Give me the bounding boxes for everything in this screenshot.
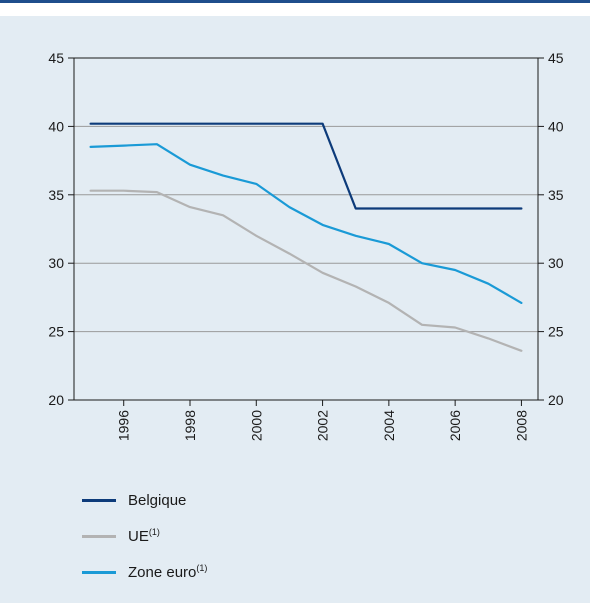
legend-swatch-belgique [82,498,116,502]
series-line-belgique [89,122,523,210]
y-axis-left: 20 25 30 35 40 45 [48,50,74,408]
legend-item-ue: UE(1) [82,518,207,554]
y-axis-right: 20 25 30 35 40 45 [538,50,564,408]
legend-item-zone-euro: Zone euro(1) [82,554,207,590]
y-tick-label-left: 20 [48,392,64,408]
x-tick-label: 2000 [248,410,264,441]
y-tick-label-left: 40 [48,118,64,134]
y-tick-label-right: 45 [548,50,564,66]
x-tick-label: 2002 [315,410,331,441]
x-axis: 1996 1998 2000 2002 2004 2006 2008 [116,400,529,441]
gridlines [74,125,538,333]
top-rule [0,0,590,3]
x-tick-label: 2004 [381,410,397,441]
y-tick-label-left: 30 [48,255,64,271]
legend-label-zone-euro: Zone euro(1) [128,563,208,581]
series-line-zone-euro [89,143,523,304]
x-tick-label: 2008 [513,410,529,441]
legend-swatch-zone-euro [82,570,116,574]
chart-panel [0,16,590,603]
x-tick-label: 1998 [182,410,198,441]
x-tick-label: 2006 [447,410,463,441]
y-tick-label-right: 30 [548,255,564,271]
y-tick-label-right: 35 [548,187,564,203]
y-tick-label-left: 35 [48,187,64,203]
plot-frame [73,57,539,401]
y-tick-label-left: 45 [48,50,64,66]
legend-swatch-ue [82,534,116,538]
legend-item-belgique: Belgique [82,482,207,518]
y-tick-label-left: 25 [48,324,64,340]
legend-label-belgique: Belgique [128,492,187,509]
x-tick-label: 1996 [116,410,132,441]
y-tick-label-right: 40 [548,118,564,134]
series-lines [89,122,523,352]
legend: Belgique UE(1) Zone euro(1) [82,482,207,590]
y-tick-label-right: 20 [548,392,564,408]
y-tick-label-right: 25 [548,324,564,340]
series-line-ue [89,189,523,352]
legend-label-ue: UE(1) [128,527,160,545]
